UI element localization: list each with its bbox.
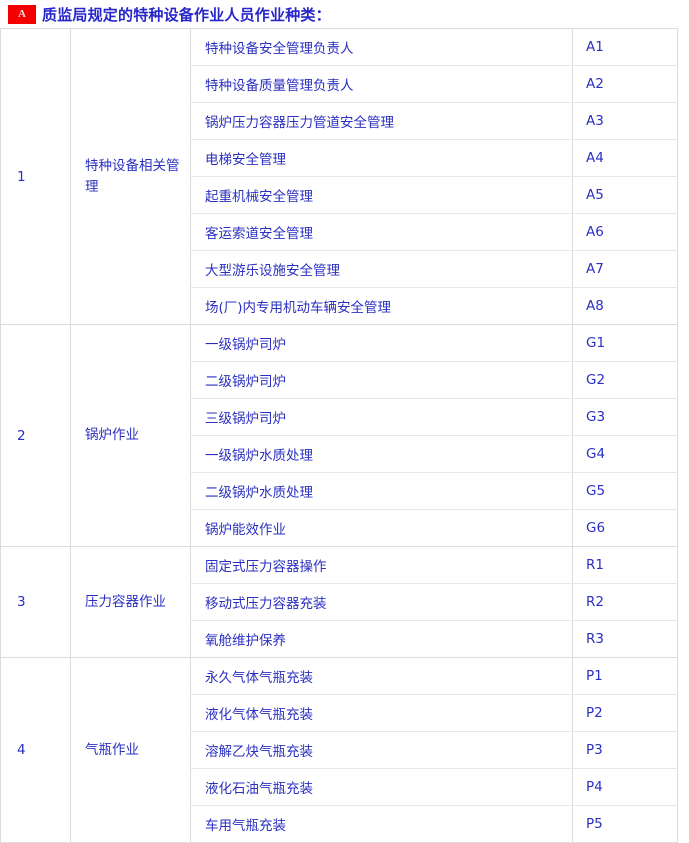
job-category-code-cell: A5 [572, 176, 678, 214]
group-name-cell: 锅炉作业 [70, 324, 191, 547]
table-row: 三级锅炉司炉 G3 [1, 398, 678, 436]
special-equipment-categories-table: 1 特种设备相关管理 特种设备安全管理负责人 A1 特种设备质量管理负责人 A2 锅炉压力容… [0, 28, 678, 843]
job-category-code-cell: P2 [572, 694, 678, 732]
table-row: 一级锅炉水质处理 G4 [1, 435, 678, 473]
job-category-name-cell: 三级锅炉司炉 [190, 398, 573, 436]
job-category-name-cell: 二级锅炉司炉 [190, 361, 573, 399]
group-name-cell: 压力容器作业 [70, 546, 191, 658]
job-category-code-cell: R1 [572, 546, 678, 584]
job-category-name-cell: 特种设备安全管理负责人 [190, 28, 573, 66]
job-category-name-cell: 溶解乙炔气瓶充装 [190, 731, 573, 769]
job-category-name-cell: 永久气体气瓶充装 [190, 657, 573, 695]
group-index-cell: 2 [0, 324, 71, 547]
job-category-code-cell: P4 [572, 768, 678, 806]
job-category-code-cell: P1 [572, 657, 678, 695]
table-row: 2 锅炉作业 一级锅炉司炉 G1 [0, 324, 678, 547]
job-category-name-cell: 二级锅炉水质处理 [190, 472, 573, 510]
job-category-code-cell: G3 [572, 398, 678, 436]
job-category-code-cell: R3 [572, 620, 678, 658]
job-category-name-cell: 氧舱维护保养 [190, 620, 573, 658]
table-body: 1 特种设备相关管理 特种设备安全管理负责人 A1 特种设备质量管理负责人 A2 锅炉压力容… [0, 28, 678, 843]
job-category-code-cell: G2 [572, 361, 678, 399]
job-category-code-cell: A6 [572, 213, 678, 251]
table-row: 锅炉压力容器压力管道安全管理 A3 [1, 102, 678, 140]
job-category-name-cell: 锅炉能效作业 [190, 509, 573, 547]
table-row: 车用气瓶充装 P5 [1, 805, 678, 843]
group-name-cell: 特种设备相关管理 [70, 28, 191, 325]
table-row: 锅炉能效作业 G6 [1, 509, 678, 547]
group-index-cell: 4 [0, 657, 71, 843]
table-row: 液化石油气瓶充装 P4 [1, 768, 678, 806]
group-index-cell: 3 [0, 546, 71, 658]
table-row: 大型游乐设施安全管理 A7 [1, 250, 678, 288]
table-row: 3 压力容器作业 固定式压力容器操作 R1 [0, 546, 678, 658]
job-category-code-cell: G1 [572, 324, 678, 362]
job-category-name-cell: 一级锅炉水质处理 [190, 435, 573, 473]
job-category-code-cell: G4 [572, 435, 678, 473]
table-row: 二级锅炉司炉 G2 [1, 361, 678, 399]
job-category-name-cell: 大型游乐设施安全管理 [190, 250, 573, 288]
group-index-cell: 1 [0, 28, 71, 325]
job-category-name-cell: 液化石油气瓶充装 [190, 768, 573, 806]
job-category-name-cell: 场(厂)内专用机动车辆安全管理 [190, 287, 573, 325]
table-row: 移动式压力容器充装 R2 [1, 583, 678, 621]
table-row: 1 特种设备相关管理 特种设备安全管理负责人 A1 [0, 28, 678, 325]
job-category-name-cell: 移动式压力容器充装 [190, 583, 573, 621]
table-row: 4 气瓶作业 永久气体气瓶充装 P1 [0, 657, 678, 843]
job-category-code-cell: A3 [572, 102, 678, 140]
job-category-code-cell: G5 [572, 472, 678, 510]
table-row: 起重机械安全管理 A5 [1, 176, 678, 214]
table-row: 二级锅炉水质处理 G5 [1, 472, 678, 510]
job-category-name-cell: 特种设备质量管理负责人 [190, 65, 573, 103]
job-category-name-cell: 锅炉压力容器压力管道安全管理 [190, 102, 573, 140]
job-category-code-cell: R2 [572, 583, 678, 621]
group-name-cell: 气瓶作业 [70, 657, 191, 843]
job-category-code-cell: A4 [572, 139, 678, 177]
job-category-code-cell: P5 [572, 805, 678, 843]
job-category-code-cell: A8 [572, 287, 678, 325]
job-category-name-cell: 液化气体气瓶充装 [190, 694, 573, 732]
job-category-code-cell: G6 [572, 509, 678, 547]
job-category-code-cell: P3 [572, 731, 678, 769]
job-category-code-cell: A7 [572, 250, 678, 288]
table-row: 特种设备质量管理负责人 A2 [1, 65, 678, 103]
table-row: 电梯安全管理 A4 [1, 139, 678, 177]
table-row: 氧舱维护保养 R3 [1, 620, 678, 658]
table-row: 客运索道安全管理 A6 [1, 213, 678, 251]
table-row: 液化气体气瓶充装 P2 [1, 694, 678, 732]
job-category-code-cell: A2 [572, 65, 678, 103]
section-marker-badge: A [8, 4, 36, 24]
page-title: 质监局规定的特种设备作业人员作业种类： [42, 5, 331, 24]
table-row: 场(厂)内专用机动车辆安全管理 A8 [1, 287, 678, 325]
job-category-code-cell: A1 [572, 28, 678, 66]
table-row: 溶解乙炔气瓶充装 P3 [1, 731, 678, 769]
job-category-name-cell: 客运索道安全管理 [190, 213, 573, 251]
job-category-name-cell: 固定式压力容器操作 [190, 546, 573, 584]
job-category-name-cell: 起重机械安全管理 [190, 176, 573, 214]
page-header: A 质监局规定的特种设备作业人员作业种类： [0, 0, 689, 28]
job-category-name-cell: 一级锅炉司炉 [190, 324, 573, 362]
job-category-name-cell: 电梯安全管理 [190, 139, 573, 177]
job-category-name-cell: 车用气瓶充装 [190, 805, 573, 843]
